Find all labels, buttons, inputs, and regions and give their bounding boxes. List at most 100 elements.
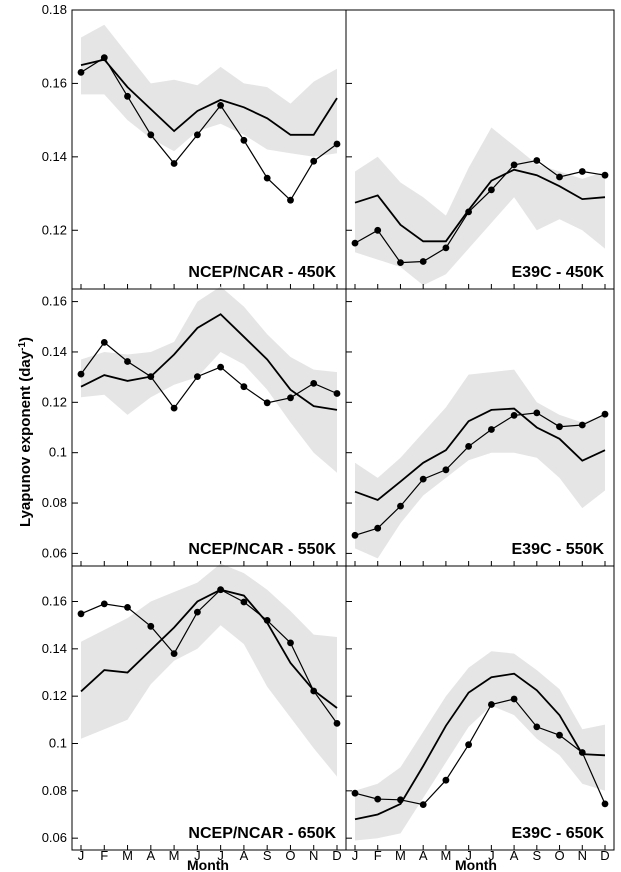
y-tick-label: 0.06 xyxy=(42,830,67,845)
data-point xyxy=(263,399,271,407)
data-point xyxy=(124,604,131,611)
series-line-mean xyxy=(80,58,338,136)
data-point xyxy=(333,720,341,727)
data-point xyxy=(465,443,472,450)
y-tick-label: 0.16 xyxy=(42,294,67,309)
y-tick-label: 0.12 xyxy=(42,394,67,409)
x-tick-label: J xyxy=(194,848,201,863)
data-point xyxy=(419,258,427,265)
data-point xyxy=(77,610,85,618)
y-axis-title: Lyapunov exponent (day-1) xyxy=(17,337,34,527)
data-point xyxy=(240,383,248,391)
data-point xyxy=(124,358,131,365)
data-point xyxy=(442,776,450,784)
data-point xyxy=(510,695,518,703)
y-tick-label: 0.1 xyxy=(49,736,67,751)
x-tick-label: O xyxy=(285,848,295,863)
data-point xyxy=(124,92,131,100)
data-point xyxy=(601,171,609,179)
x-tick-label: J xyxy=(465,848,472,863)
x-tick-label: J xyxy=(78,848,85,863)
y-tick-label: 0.06 xyxy=(42,545,67,560)
spread-band xyxy=(355,127,605,286)
panel-frame xyxy=(345,565,615,851)
panel-0: 0.12 0.14 0.16 0.18 NCEP/NCAR - 450K xyxy=(42,2,347,290)
data-point xyxy=(147,622,155,630)
x-tick-label: O xyxy=(554,848,564,863)
data-point xyxy=(194,131,201,139)
x-tick-label: A xyxy=(419,848,428,863)
data-point xyxy=(100,600,108,608)
panel-label: E39C - 550K xyxy=(512,541,605,558)
x-tick-label: D xyxy=(332,848,341,863)
x-tick-label: F xyxy=(100,848,108,863)
y-tick-label: 0.08 xyxy=(42,783,67,798)
series-line-dotted xyxy=(354,159,606,264)
series-line-dotted xyxy=(80,588,338,724)
x-axis-title-right: Month xyxy=(455,857,497,872)
x-tick-label: S xyxy=(532,848,541,863)
data-point xyxy=(488,426,495,433)
series-line-mean xyxy=(80,313,338,411)
data-point xyxy=(77,69,85,76)
y-tick-label: 0.12 xyxy=(42,688,67,703)
x-tick-label: D xyxy=(600,848,609,863)
data-point xyxy=(287,196,294,204)
panel-label: E39C - 650K xyxy=(512,825,605,842)
data-point xyxy=(351,789,359,797)
data-point xyxy=(442,466,450,474)
x-tick-label: A xyxy=(146,848,155,863)
y-tick-label: 0.14 xyxy=(42,344,67,359)
spread-band xyxy=(355,651,605,841)
y-tick-label: 0.14 xyxy=(42,149,67,164)
x-tick-label: S xyxy=(263,848,272,863)
data-point xyxy=(601,800,609,808)
y-tick-label: 0.16 xyxy=(42,594,67,609)
data-point xyxy=(488,186,495,194)
panel-3: E39C - 550K xyxy=(345,288,615,567)
data-point xyxy=(578,168,586,175)
data-point xyxy=(310,380,318,387)
x-tick-label: J xyxy=(352,848,359,863)
data-point xyxy=(194,608,201,616)
data-point xyxy=(100,339,108,346)
data-point xyxy=(556,173,563,181)
y-tick-label: 0.18 xyxy=(42,2,67,17)
data-point xyxy=(601,410,609,418)
panel-2: 0.06 0.08 0.1 0.12 0.14 0.16 NCEP/NCAR - 550K xyxy=(42,286,347,567)
x-tick-label: N xyxy=(309,848,318,863)
panel-4: 0.060.080.10.120.140.16J F M A M J J A S O N DNCEP/… xyxy=(42,563,347,863)
panel-label: NCEP/NCAR - 450K xyxy=(188,264,336,281)
y-axis-title-superscript: -1 xyxy=(17,342,28,351)
data-point xyxy=(397,259,404,266)
series-line-dotted xyxy=(354,412,606,536)
data-point xyxy=(374,795,382,803)
x-tick-label: J xyxy=(488,848,495,863)
y-axis-title-close: ) xyxy=(17,337,34,342)
y-tick-label: 0.14 xyxy=(42,641,67,656)
series-line-mean xyxy=(80,588,338,709)
panel-label: E39C - 450K xyxy=(512,264,605,281)
data-point xyxy=(194,373,201,380)
x-tick-label: M xyxy=(395,848,406,863)
spread-band xyxy=(81,24,337,157)
data-point xyxy=(419,475,427,483)
series-line-mean xyxy=(354,168,606,243)
data-point xyxy=(287,394,294,402)
data-point xyxy=(333,140,341,148)
data-point xyxy=(351,239,359,247)
data-point xyxy=(147,131,155,139)
x-tick-label: M xyxy=(440,848,451,863)
data-point xyxy=(310,157,318,165)
data-point xyxy=(465,741,472,749)
y-tick-label: 0.08 xyxy=(42,495,67,510)
y-tick-label: 0.1 xyxy=(49,445,67,460)
panel-1: E39C - 450K xyxy=(345,9,615,290)
data-point xyxy=(533,157,541,164)
x-tick-label: M xyxy=(122,848,133,863)
series-line-mean xyxy=(354,407,606,502)
data-point xyxy=(240,136,248,144)
data-point xyxy=(556,423,563,431)
